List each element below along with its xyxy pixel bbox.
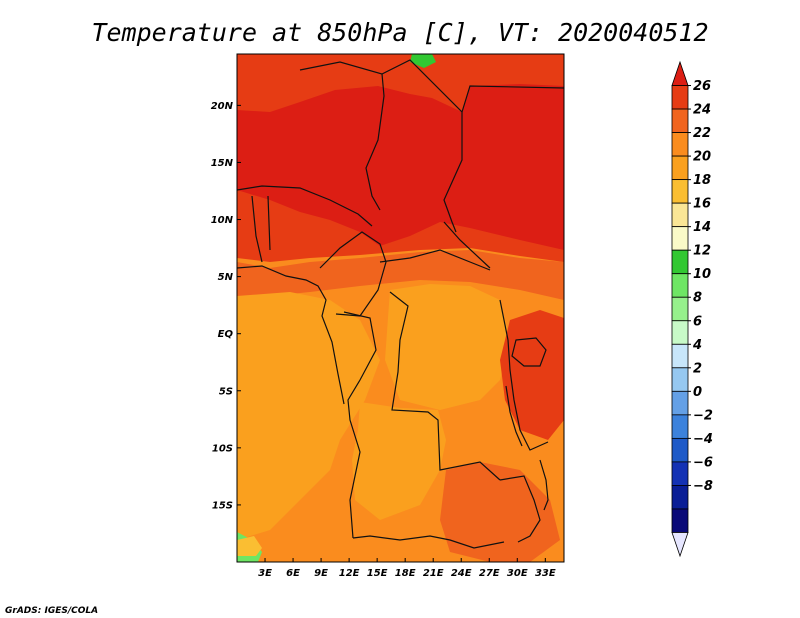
colorbar-swatch xyxy=(671,461,689,486)
y-tick-label: EQ xyxy=(218,329,234,340)
y-tick-label: 5S xyxy=(219,386,233,397)
colorbar-swatch xyxy=(671,390,689,416)
colorbar-label: 4 xyxy=(692,338,702,353)
colorbar-swatch xyxy=(671,414,689,439)
border-east-africa xyxy=(499,299,549,451)
colorbar-label: 0 xyxy=(693,385,702,400)
border-zambia-malawi xyxy=(499,475,541,543)
colorbar-swatch xyxy=(671,202,689,228)
colorbar-cap-bottom xyxy=(671,532,689,558)
map-borders xyxy=(237,59,564,549)
colorbar-label: −4 xyxy=(693,432,713,447)
x-tick-label: 6E xyxy=(286,568,300,579)
colorbar-swatch xyxy=(671,226,689,251)
colorbar-label: 8 xyxy=(693,291,702,306)
y-tick-label: 15S xyxy=(212,500,233,511)
colorbar-label: 6 xyxy=(693,314,702,329)
field-zone-green-northeast xyxy=(410,54,436,68)
colorbar-cap-top xyxy=(671,60,689,86)
x-tick-label: 21E xyxy=(423,568,444,579)
colorbar-swatch xyxy=(671,367,689,392)
border-chad-niger xyxy=(365,73,385,211)
colorbar-swatch xyxy=(671,155,689,181)
field-zone-24-26-north xyxy=(237,84,564,250)
plot-frame xyxy=(236,53,565,563)
grads-credit: GrADS: IGES/COLA xyxy=(5,606,98,616)
colorbar-label: 16 xyxy=(693,197,711,212)
colorbar-swatch xyxy=(671,437,689,463)
x-tick-label: 24E xyxy=(451,568,472,579)
border-congo-rivers xyxy=(343,311,377,539)
border-drc xyxy=(389,291,501,481)
colorbar-label: 18 xyxy=(693,173,711,188)
colorbar-swatch xyxy=(671,296,689,322)
y-tick-label: 10S xyxy=(212,443,233,454)
colorbar-label: 14 xyxy=(693,220,711,235)
colorbar-label: 20 xyxy=(693,150,711,165)
border-ghana-togo xyxy=(251,195,271,263)
field-zone-18-20-center xyxy=(352,402,446,520)
border-nigeria xyxy=(237,185,373,227)
colorbar-swatch xyxy=(671,485,689,510)
colorbar-label: 22 xyxy=(693,126,711,141)
y-tick-label: 15N xyxy=(211,158,234,169)
colorbar-swatch xyxy=(671,108,689,133)
x-tick-label: 12E xyxy=(339,568,360,579)
colorbar-swatch xyxy=(671,85,689,110)
colorbar-swatch xyxy=(671,179,689,204)
border-sudan xyxy=(443,85,564,269)
colorbar-swatch xyxy=(671,508,689,533)
colorbar-label: −6 xyxy=(693,455,713,470)
lake-tanganyika xyxy=(505,385,523,447)
x-tick-label: 9E xyxy=(314,568,328,579)
colorbar-label: −8 xyxy=(693,479,713,494)
border-cameroon xyxy=(319,231,387,317)
colorbar-swatch xyxy=(671,343,689,369)
border-angola-south xyxy=(352,535,505,549)
colorbar-label: −2 xyxy=(693,408,713,423)
x-tick-label: 33E xyxy=(535,568,556,579)
y-axis: 20N 15N 10N 5N EQ 5S 10S 15S xyxy=(211,101,241,511)
field-zone-18-20-east xyxy=(385,284,510,410)
temperature-field xyxy=(237,54,564,562)
field-zone-22-24-zambia xyxy=(440,462,560,562)
x-axis: 3E 6E 9E 12E 15E 18E 21E 24E 27E 30E 33E xyxy=(258,558,556,579)
colorbar-label: 2 xyxy=(693,361,702,376)
lake-victoria xyxy=(511,337,547,367)
y-tick-label: 20N xyxy=(211,101,234,112)
colorbar-swatch xyxy=(671,320,689,345)
colorbar-swatch xyxy=(671,132,689,157)
x-tick-label: 3E xyxy=(258,568,272,579)
lake-malawi xyxy=(539,459,549,511)
x-tick-label: 27E xyxy=(479,568,500,579)
x-tick-label: 15E xyxy=(367,568,388,579)
x-tick-label: 18E xyxy=(395,568,416,579)
x-tick-label: 30E xyxy=(507,568,528,579)
field-zone-yellow-patch xyxy=(237,536,262,556)
y-tick-label: 5N xyxy=(218,272,234,283)
colorbar-swatch xyxy=(671,273,689,298)
colorbar-label: 12 xyxy=(693,244,711,259)
colorbar-label: 24 xyxy=(693,103,711,118)
y-tick-label: 10N xyxy=(211,215,234,226)
chart-title: Temperature at 850hPa [C], VT: 202004051… xyxy=(91,18,708,47)
border-car xyxy=(379,249,491,271)
border-coast-west xyxy=(237,265,345,405)
colorbar-label: 10 xyxy=(693,267,711,282)
field-zone-18-20-south xyxy=(237,292,380,540)
colorbar-swatch xyxy=(671,249,689,275)
colorbar-label: 26 xyxy=(693,79,711,94)
